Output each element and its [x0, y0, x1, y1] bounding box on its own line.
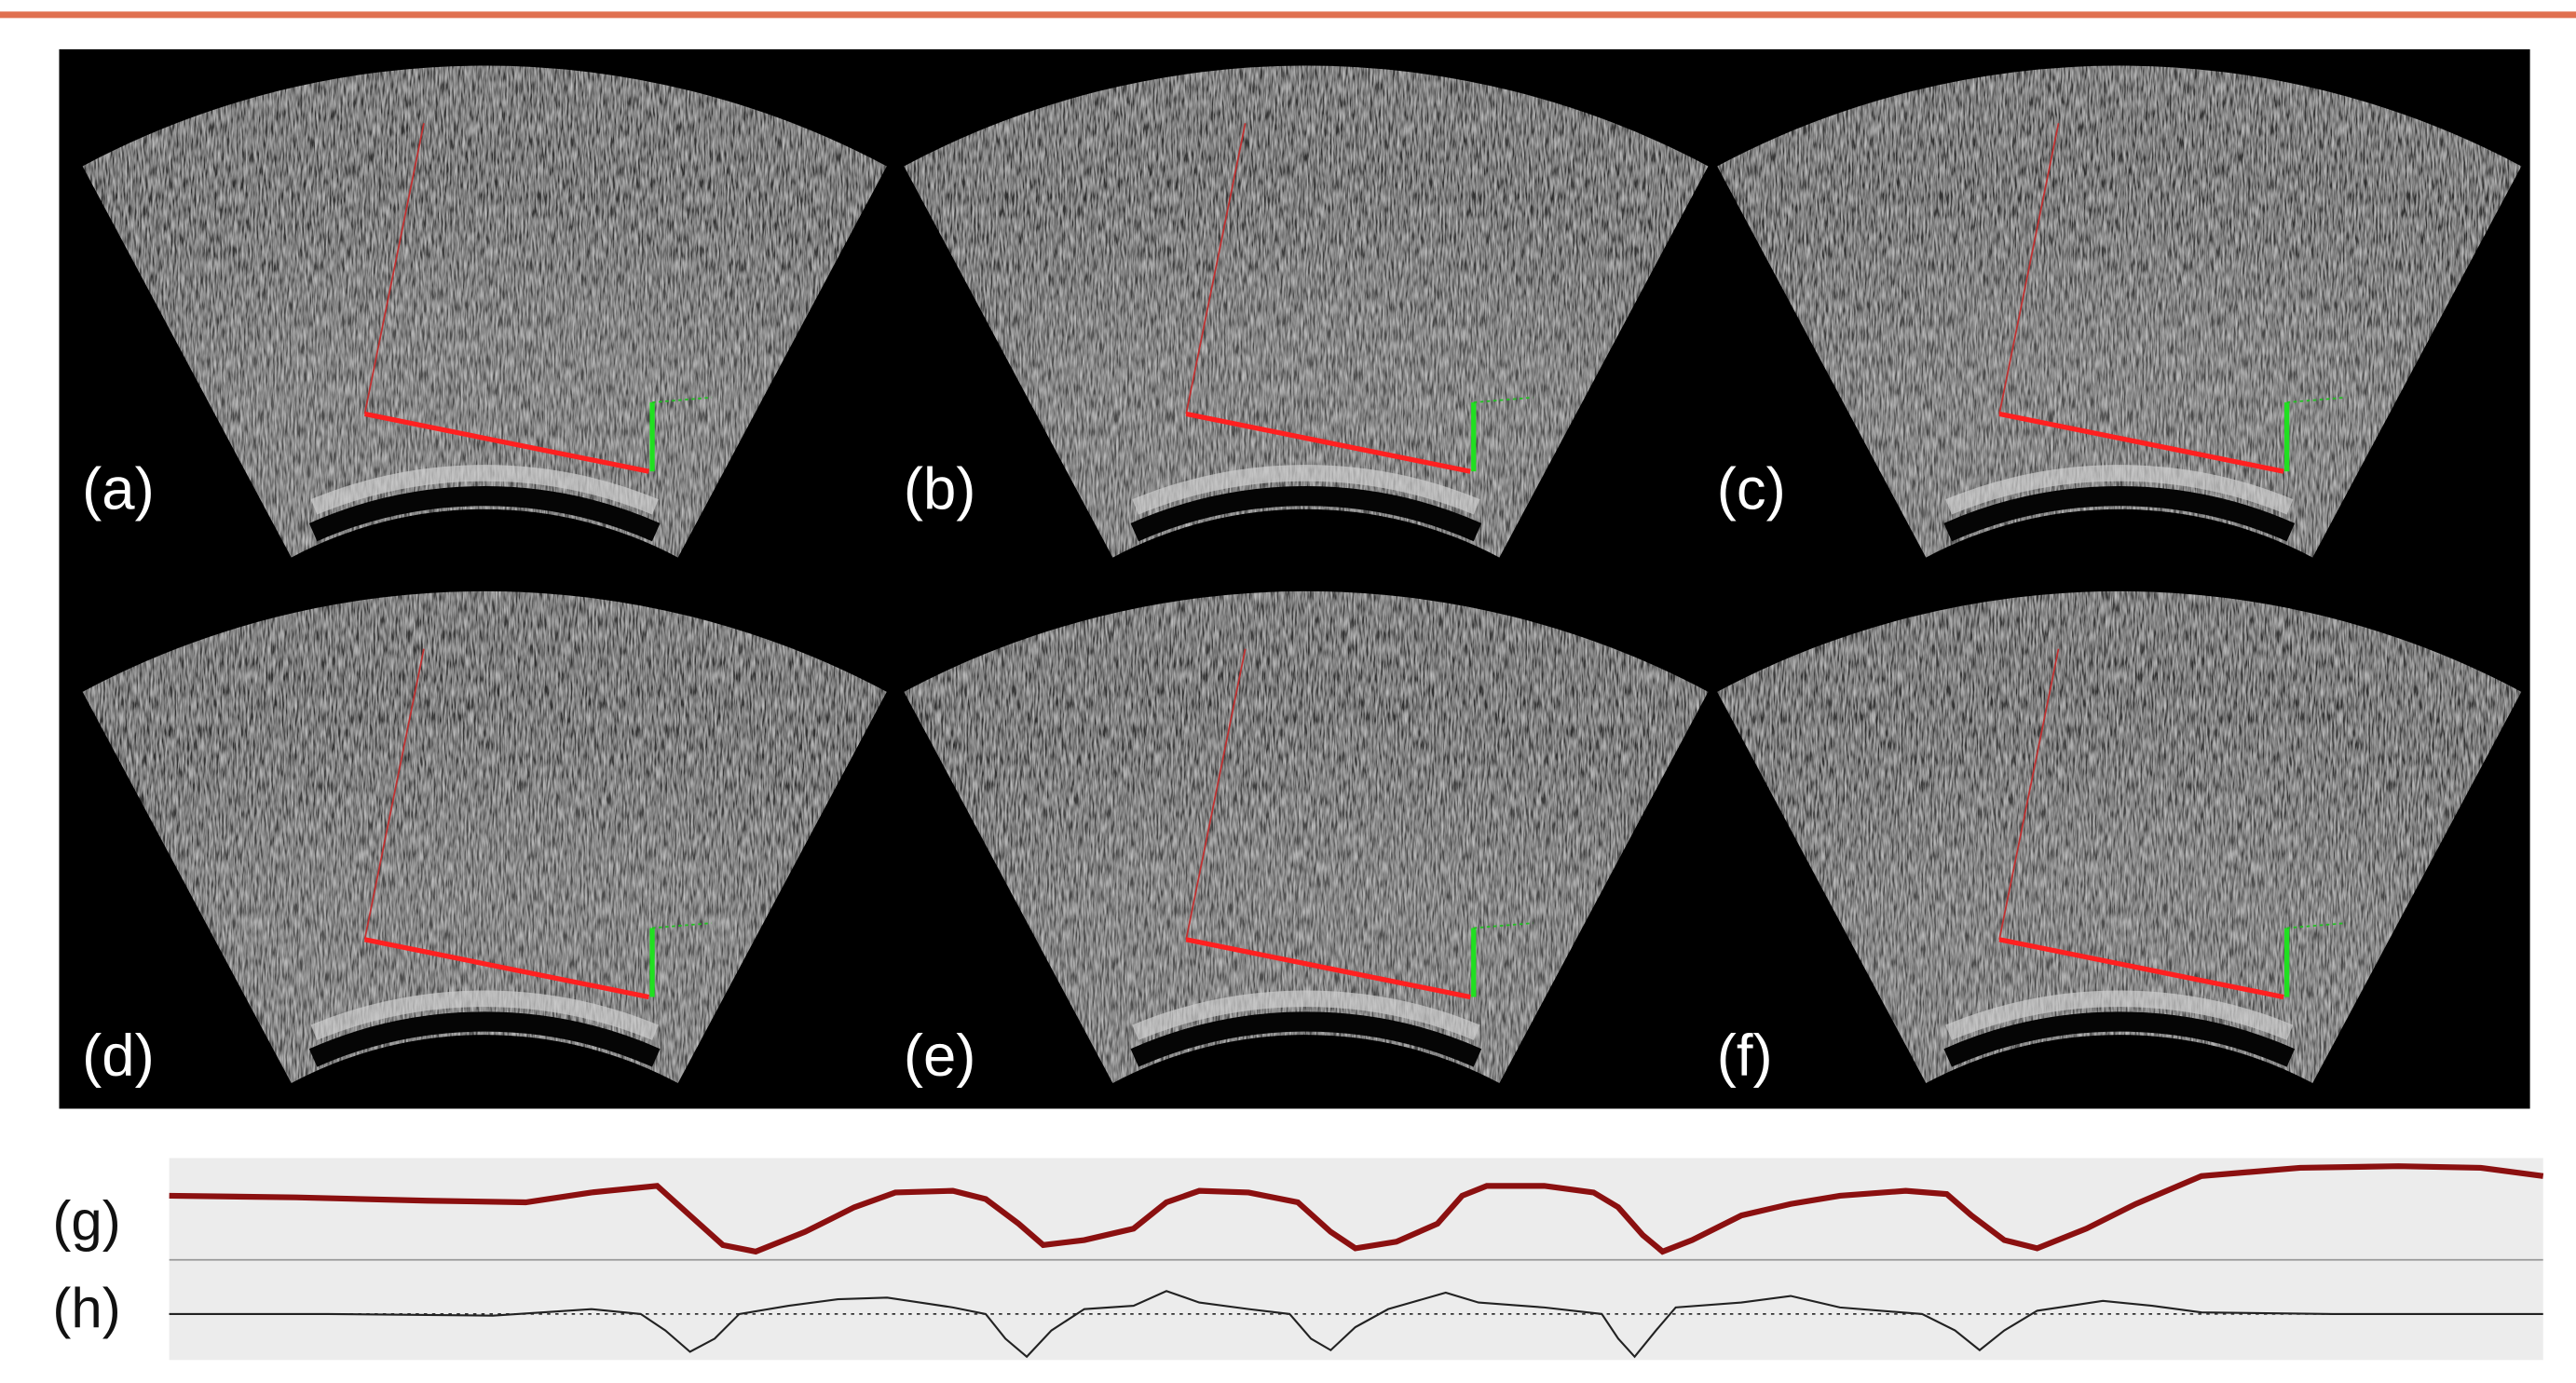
- signal-label: (h): [52, 1277, 120, 1339]
- signal-label: (g): [52, 1190, 120, 1253]
- panel-label: (c): [1717, 457, 1786, 522]
- signal-g-area: [170, 1158, 2543, 1259]
- figure: (a) (b) (c) (d) (e) (f) (g) (h): [0, 0, 2576, 1383]
- panel-label: (e): [904, 1024, 976, 1089]
- panel-label: (a): [82, 457, 155, 522]
- panel-label: (b): [904, 457, 976, 522]
- panel-label: (d): [82, 1024, 155, 1089]
- panel-label: (f): [1717, 1024, 1773, 1089]
